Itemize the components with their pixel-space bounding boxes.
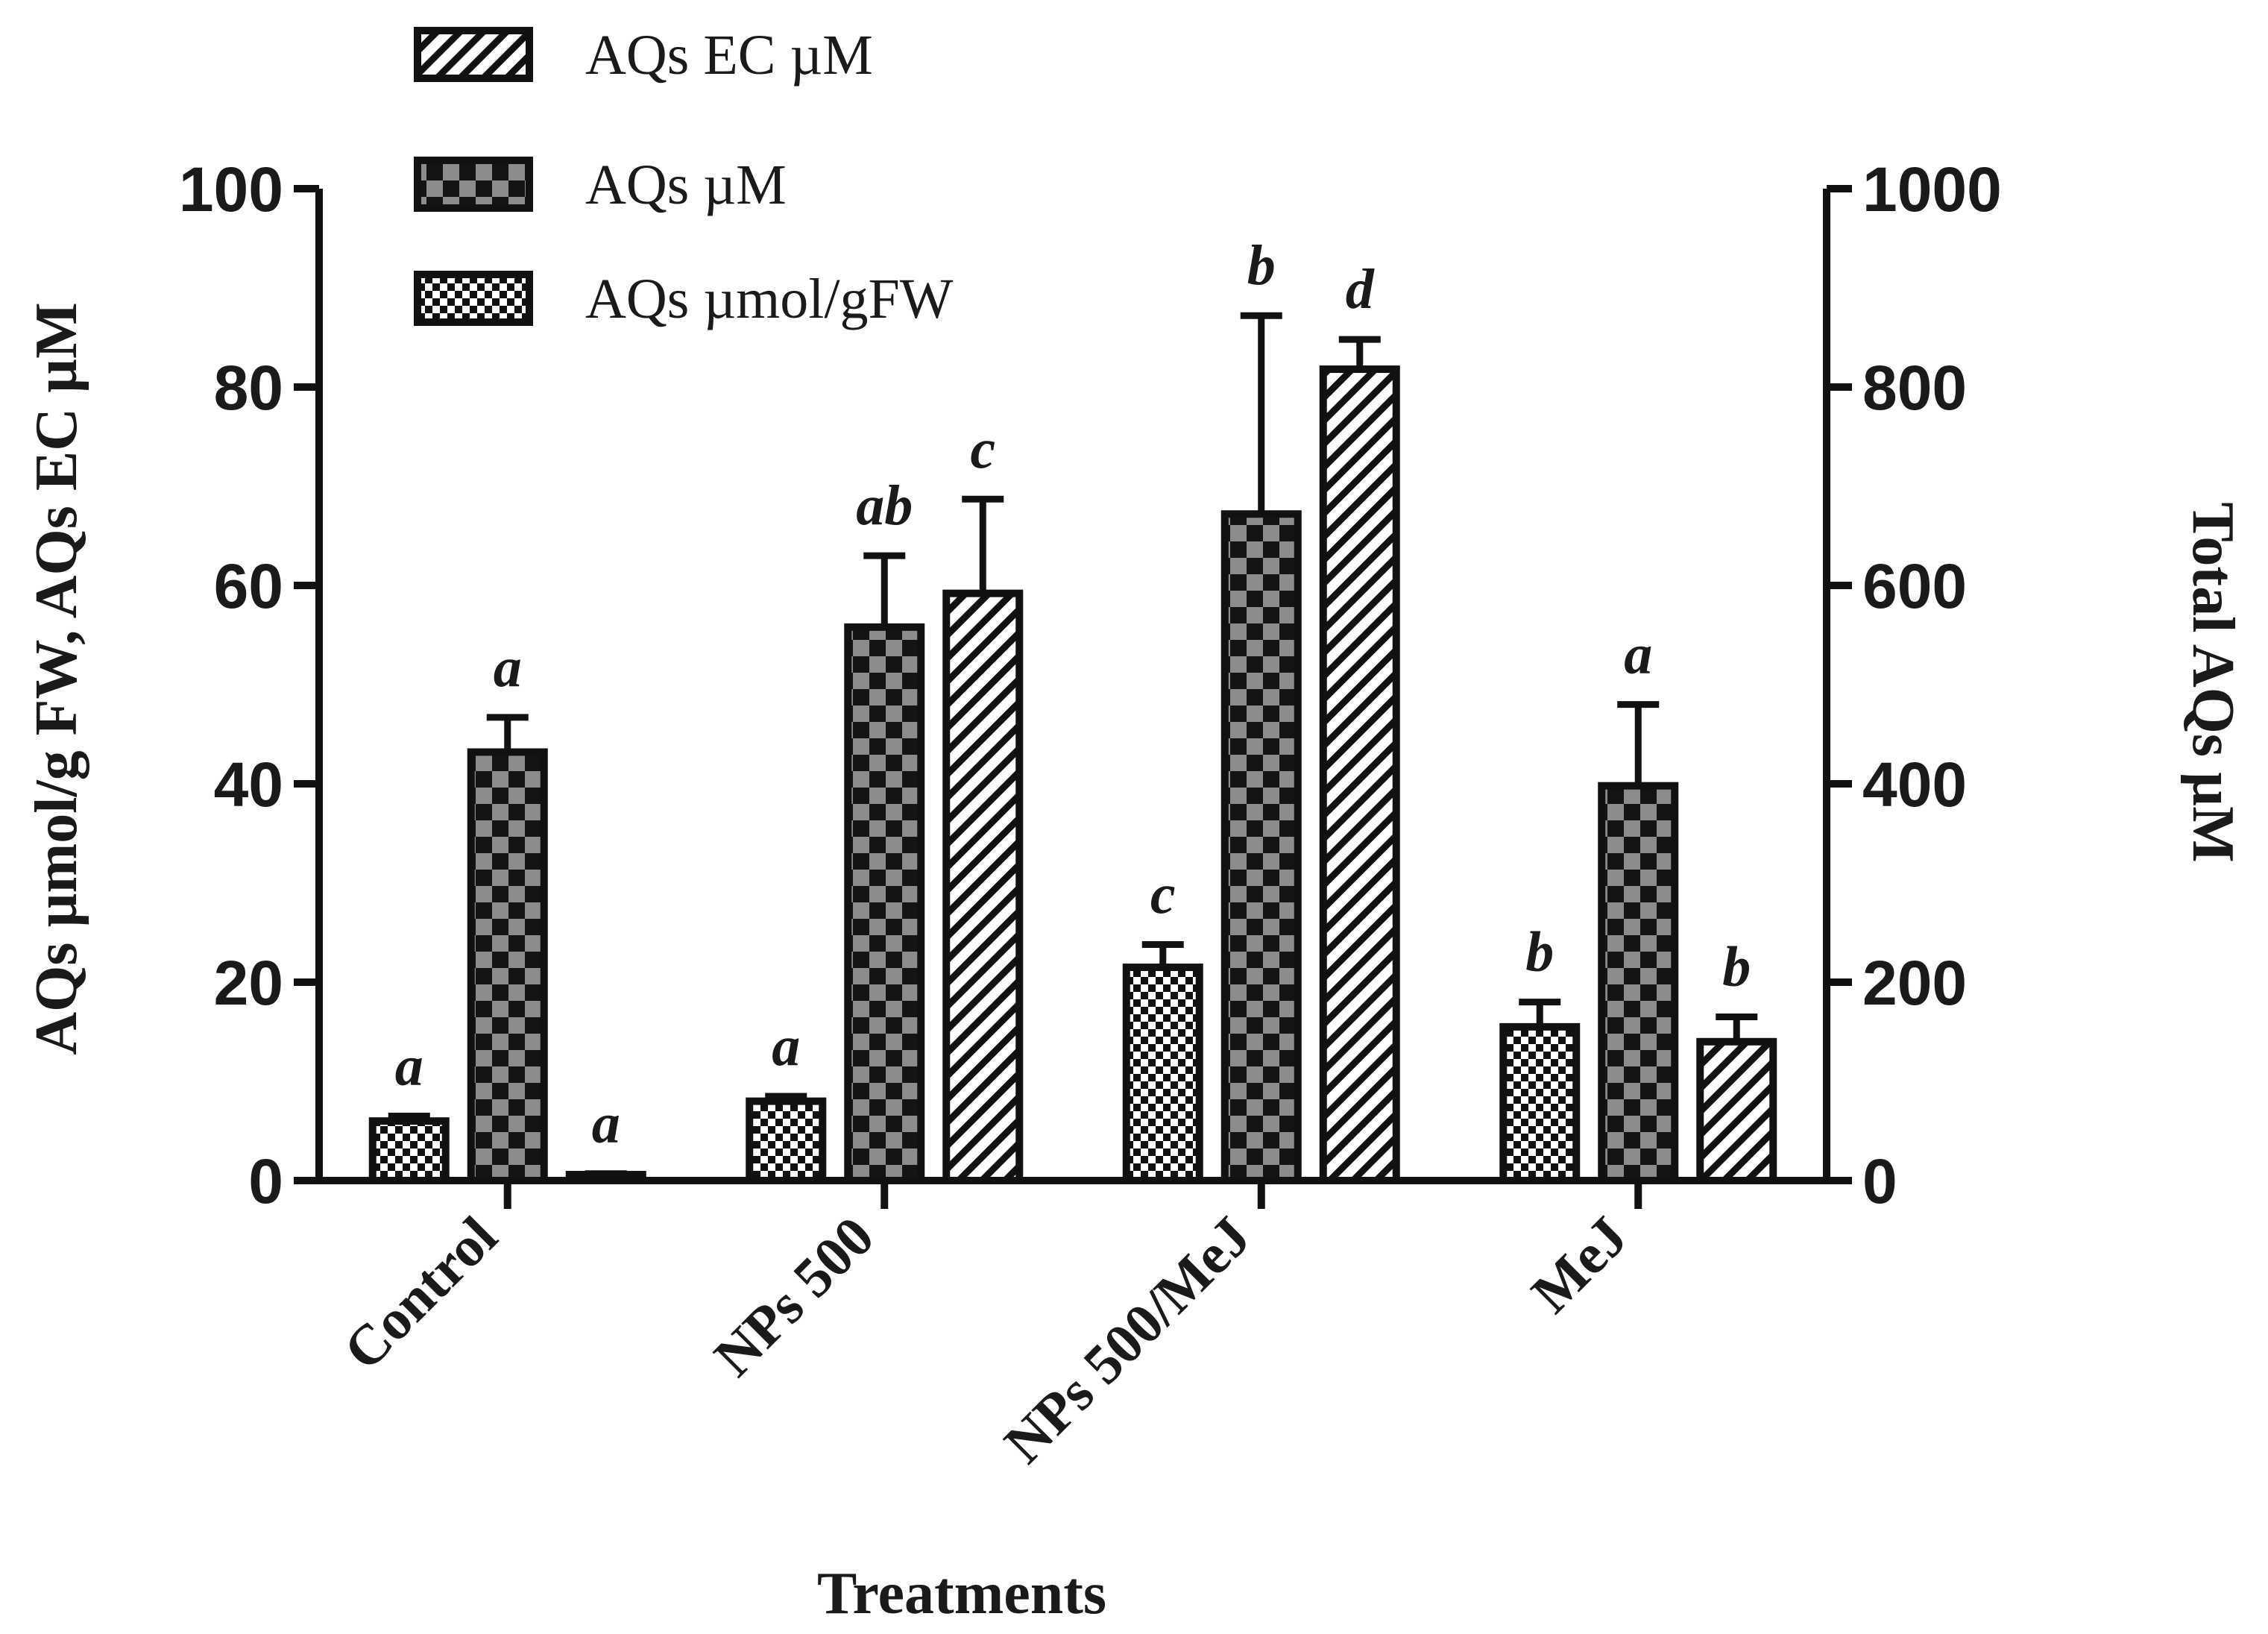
right-tick-label: 800 xyxy=(1862,353,1967,423)
right-tick-label: 400 xyxy=(1862,750,1967,820)
bar xyxy=(1122,964,1203,1185)
bar xyxy=(1220,510,1302,1184)
legend-label: AQs µmol/gFW xyxy=(585,268,954,330)
significance-letter: d xyxy=(1346,258,1375,321)
legend-swatch xyxy=(414,157,533,212)
right-tick-label: 0 xyxy=(1862,1146,1897,1216)
category-label: NPs 500/MeJ xyxy=(992,1205,1262,1475)
bar xyxy=(942,589,1024,1184)
bar xyxy=(1696,1037,1777,1185)
right-ticks: 0 200 400 600 800 1000 xyxy=(1827,154,2002,1216)
significance-letter: a xyxy=(1624,623,1652,686)
significance-letter: a xyxy=(395,1035,423,1098)
left-tick-label: 80 xyxy=(214,353,283,423)
bar xyxy=(844,623,925,1184)
bars xyxy=(368,365,1777,1185)
left-tick-label: 0 xyxy=(248,1146,283,1216)
legend-swatch xyxy=(414,271,533,326)
bar xyxy=(467,748,548,1184)
legend-label: AQs µM xyxy=(585,154,787,216)
significance-letter: a xyxy=(772,1015,800,1078)
error-bars xyxy=(388,312,1758,1178)
right-tick-label: 1000 xyxy=(1862,154,2002,224)
category-label: MeJ xyxy=(1519,1205,1639,1325)
significance-letter: a xyxy=(592,1093,620,1155)
significance-letter: b xyxy=(1525,921,1554,984)
bar xyxy=(1319,365,1400,1184)
category-labels: Control NPs 500 NPs 500/MeJ MeJ xyxy=(332,1205,1639,1475)
x-axis-title: Treatments xyxy=(817,1561,1106,1627)
left-tick-label: 20 xyxy=(214,948,283,1018)
significance-letter: b xyxy=(1722,936,1751,999)
bar xyxy=(368,1117,450,1184)
bar xyxy=(1598,782,1679,1185)
legend: AQs EC µM AQs µM AQs µmol/gFW xyxy=(414,24,954,330)
category-label: Control xyxy=(332,1205,509,1383)
left-tick-label: 100 xyxy=(179,154,283,224)
left-tick-label: 40 xyxy=(214,750,283,820)
right-axis-title: Total AQs µM xyxy=(2180,502,2246,862)
right-tick-label: 600 xyxy=(1862,551,1967,621)
significance-letter: a xyxy=(494,636,522,699)
legend-label: AQs EC µM xyxy=(585,24,873,87)
bar xyxy=(1499,1022,1581,1184)
right-tick-label: 200 xyxy=(1862,948,1967,1018)
significance-letter: c xyxy=(970,418,995,480)
legend-swatch xyxy=(414,27,533,82)
category-label: NPs 500 xyxy=(702,1205,886,1389)
left-tick-label: 60 xyxy=(214,551,283,621)
left-axis-title: AQs µmol/g FW, AQs EC µM xyxy=(24,302,89,1055)
significance-letter: ab xyxy=(856,474,913,537)
left-ticks: 0 20 40 60 80 100 xyxy=(179,154,319,1216)
significance-letter: c xyxy=(1150,863,1176,926)
bar xyxy=(746,1097,827,1184)
significance-letter: b xyxy=(1247,234,1276,297)
x-ticks xyxy=(503,1181,1642,1209)
